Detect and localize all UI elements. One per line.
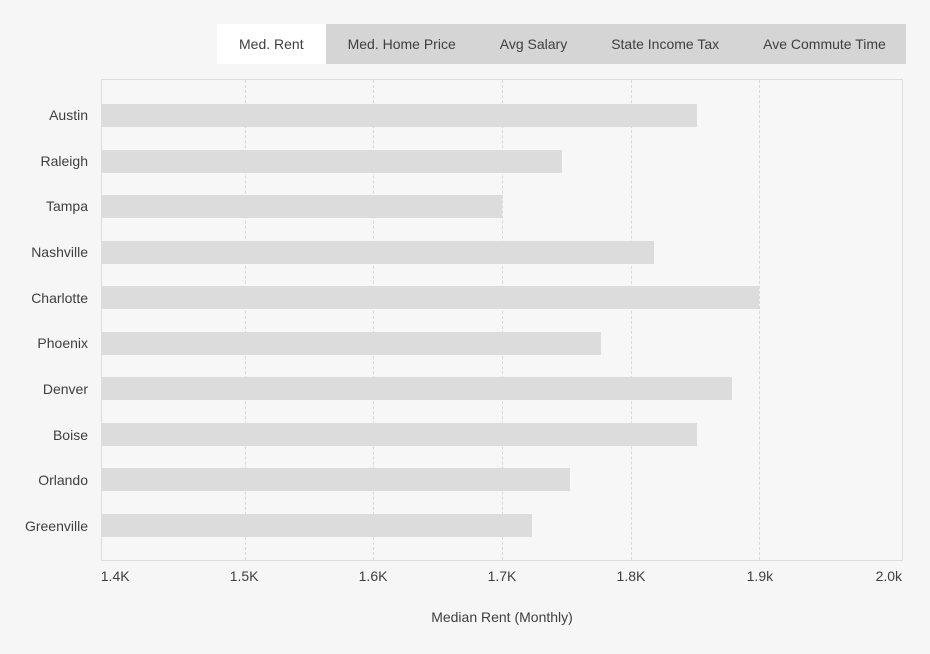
- bar-raleigh[interactable]: [102, 149, 563, 173]
- tab-avg-salary[interactable]: Avg Salary: [499, 36, 568, 52]
- x-axis-title: Median Rent (Monthly): [431, 609, 573, 625]
- chart-row-nashville: [102, 230, 902, 276]
- x-tick-2-0k: 2.0k: [875, 568, 903, 584]
- tab-state-income-tax[interactable]: State Income Tax: [611, 36, 720, 52]
- tab-med-rent[interactable]: Med. Rent: [217, 24, 326, 64]
- metric-tab-bar: Med. Rent Med. Home Price Avg Salary State …: [217, 24, 906, 64]
- bar-greenville[interactable]: [102, 513, 532, 537]
- chart-row-austin: [102, 93, 902, 139]
- bar-nashville[interactable]: [102, 240, 654, 264]
- y-label-charlotte: Charlotte: [31, 289, 88, 306]
- gridline-1600: [373, 80, 375, 560]
- tab-ave-commute-time[interactable]: Ave Commute Time: [763, 36, 886, 52]
- chart-row-greenville: [102, 503, 902, 549]
- gridline-1700: [502, 80, 503, 560]
- x-tick-1-9k: 1.9k: [746, 568, 774, 584]
- bar-phoenix[interactable]: [102, 331, 602, 355]
- x-tick-1-6k: 1.6K: [358, 568, 388, 584]
- tab-med-home-price[interactable]: Med. Home Price: [347, 36, 456, 52]
- chart-row-charlotte: [102, 275, 902, 321]
- bar-boise[interactable]: [102, 422, 698, 446]
- bar-rows: [102, 80, 902, 560]
- y-label-austin: Austin: [49, 106, 88, 123]
- bar-charlotte[interactable]: [102, 286, 760, 310]
- y-label-boise: Boise: [52, 426, 88, 443]
- gridline-1800: [630, 80, 632, 560]
- plot-area: [101, 79, 903, 561]
- y-label-greenville: Greenville: [24, 518, 88, 535]
- chart-row-denver: [102, 366, 902, 412]
- bar-tampa[interactable]: [102, 195, 502, 219]
- y-axis-labels: Austin Raleigh Tampa Nashville Charlotte Phoe…: [0, 79, 88, 561]
- bar-denver[interactable]: [102, 377, 733, 401]
- chart-row-raleigh: [102, 139, 902, 185]
- y-label-orlando: Orlando: [38, 472, 88, 489]
- bar-orlando[interactable]: [102, 468, 571, 492]
- gridline-1500: [244, 80, 246, 560]
- y-label-nashville: Nashville: [31, 243, 88, 260]
- bar-austin[interactable]: [102, 104, 698, 128]
- chart-row-tampa: [102, 184, 902, 230]
- chart-row-boise: [102, 412, 902, 458]
- chart-row-orlando: [102, 457, 902, 503]
- x-tick-1-8k: 1.8K: [616, 568, 646, 584]
- x-axis-ticks: 1.4K 1.5K 1.6K 1.7K 1.8K 1.9k 2.0k: [101, 568, 903, 588]
- x-tick-1-7k: 1.7K: [487, 568, 517, 584]
- bar-chart: Austin Raleigh Tampa Nashville Charlotte Phoe…: [0, 79, 930, 625]
- chart-row-phoenix: [102, 321, 902, 367]
- y-label-denver: Denver: [42, 381, 88, 398]
- x-tick-1-5k: 1.5K: [229, 568, 259, 584]
- x-tick-1-4k: 1.4K: [100, 568, 130, 584]
- gridline-1900: [759, 80, 761, 560]
- y-label-phoenix: Phoenix: [37, 335, 88, 352]
- y-label-raleigh: Raleigh: [40, 152, 88, 169]
- y-label-tampa: Tampa: [45, 198, 88, 215]
